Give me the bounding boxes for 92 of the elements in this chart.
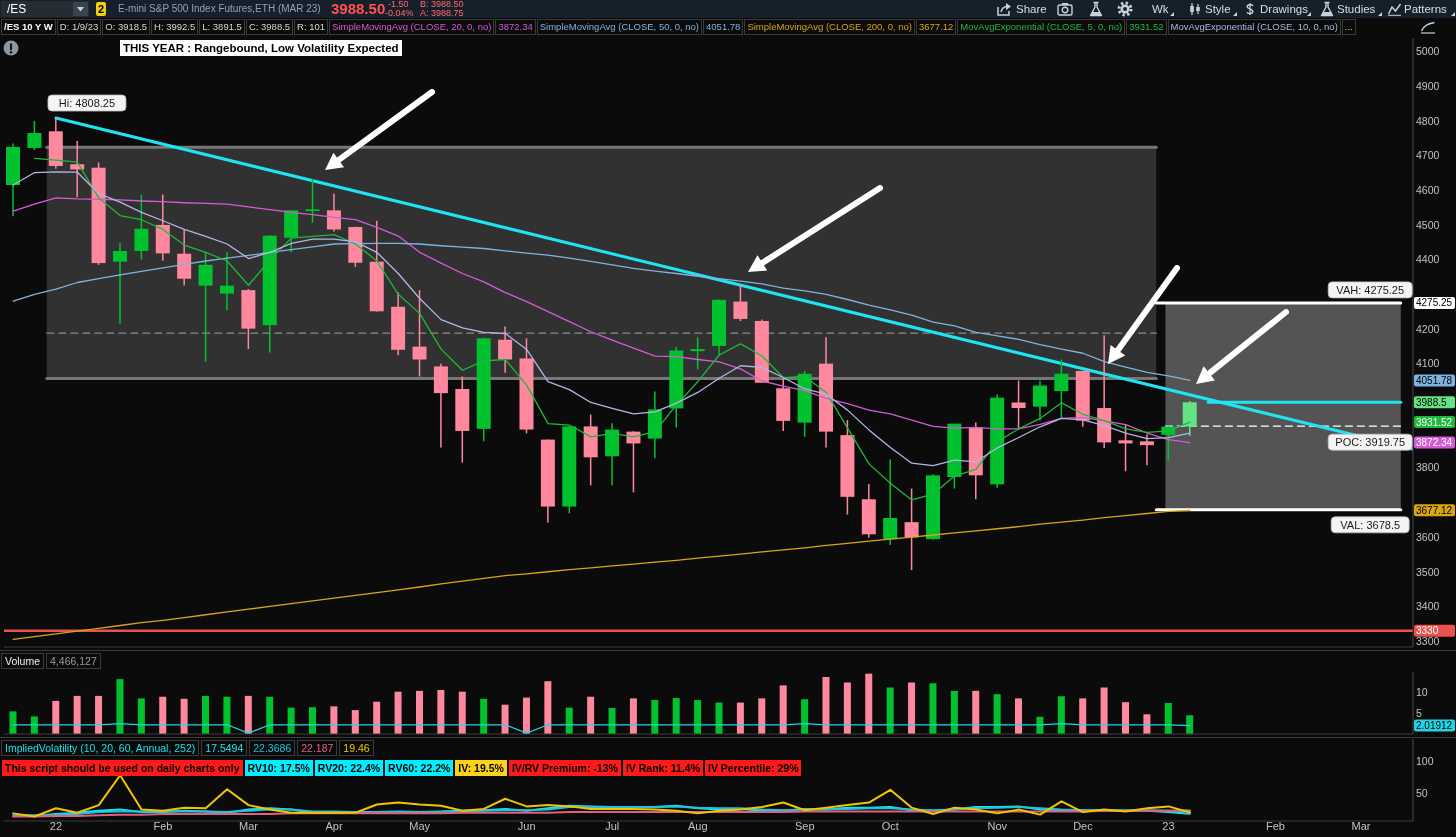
- y-tick-label: 4200: [1416, 322, 1440, 335]
- x-tick-label: Dec: [1073, 819, 1094, 832]
- y-tick-label: 3988.5: [1416, 396, 1448, 408]
- text: 3677.12: [915, 19, 957, 35]
- text: Patterns: [1404, 2, 1447, 16]
- text: /ES: [7, 2, 27, 16]
- text: Share: [1016, 2, 1047, 16]
- chart-title: E-mini S&P 500 Index Futures,ETH (MAR 23): [118, 2, 321, 16]
- annotation: RV10: 17.5%: [244, 760, 313, 776]
- x-tick-label: 23: [1162, 819, 1175, 832]
- annotation: RV60: 22.2%: [385, 760, 454, 776]
- text: B: 3988.50: [420, 0, 464, 9]
- x-tick-label: Aug: [688, 819, 708, 832]
- x-tick-label: 22: [49, 819, 63, 832]
- text: -1.50: [388, 0, 409, 9]
- y-tick-label: 3500: [1416, 565, 1440, 578]
- text: Studies: [1337, 2, 1376, 16]
- text: C: 3988.5: [245, 19, 294, 35]
- text: L: 3891.5: [199, 19, 245, 35]
- y-tick-label: 4500: [1416, 218, 1440, 231]
- x-tick-label: Oct: [881, 819, 899, 832]
- annotation: 19.46: [339, 740, 374, 756]
- y-tick-label: 3300: [1416, 634, 1440, 647]
- x-tick-label: May: [409, 819, 431, 832]
- chart-title: ImpliedVolatility (10, 20, 60, Annual, 252): [1, 740, 200, 756]
- text: O: 3918.5: [102, 19, 151, 35]
- annotation: IV/RV Premium: -13%: [508, 760, 621, 776]
- annotation: POC: 3919.75: [1335, 436, 1406, 449]
- y-tick-label: 3931.52: [1416, 416, 1453, 428]
- y-tick-label: 3330: [1416, 625, 1439, 637]
- y-tick-label: 50: [1416, 786, 1428, 799]
- x-tick-label: Nov: [987, 819, 1008, 832]
- chart-title: Volume: [1, 653, 45, 669]
- text: D: 1/9/23: [56, 19, 102, 35]
- text: SimpleMovingAvg (CLOSE, 200, 0, no): [744, 19, 915, 35]
- annotation: IV Rank: 11.4%: [622, 760, 704, 776]
- y-tick-label: 4600: [1416, 184, 1440, 197]
- x-tick-label: Mar: [239, 819, 259, 832]
- annotation: 22.3686: [249, 740, 296, 756]
- annotation: 22.187: [297, 740, 338, 756]
- annotation: RV20: 22.4%: [314, 760, 384, 776]
- y-tick-label: 4900: [1416, 80, 1440, 93]
- annotation: 17.5494: [201, 740, 248, 756]
- y-tick-label: 4400: [1416, 253, 1440, 266]
- y-tick-label: 3677.12: [1416, 504, 1453, 516]
- text: Drawings: [1260, 2, 1308, 16]
- y-tick-label: 3800: [1416, 461, 1440, 474]
- x-tick-label: Jul: [605, 819, 620, 832]
- text: SimpleMovingAvg (CLOSE, 50, 0, no): [536, 19, 703, 35]
- text: 3988.50: [331, 0, 386, 18]
- annotation: IV Percentile: 29%: [705, 760, 802, 776]
- text: H: 3992.5: [151, 19, 199, 35]
- text: R: 101: [294, 19, 329, 35]
- text: 3872.34: [495, 19, 536, 35]
- text: Style: [1205, 2, 1231, 16]
- text: MovAvgExponential (CLOSE, 5, 0, no): [957, 19, 1126, 35]
- text: Wk: [1152, 2, 1169, 16]
- y-tick-label: 5000: [1416, 45, 1440, 58]
- y-tick-label: 2.01912: [1416, 720, 1453, 732]
- y-tick-label: 4051.78: [1416, 374, 1453, 386]
- text: 2: [96, 2, 107, 16]
- text: -0.04%: [385, 8, 414, 18]
- annotation: VAH: 4275.25: [1336, 283, 1405, 296]
- text: A: 3988.75: [420, 8, 464, 18]
- y-tick-label: 10: [1416, 685, 1428, 698]
- annotation: This script should be used on daily charts only: [2, 760, 243, 776]
- y-tick-label: 4800: [1416, 114, 1440, 127]
- x-tick-label: Feb: [153, 819, 173, 832]
- x-tick-label: Jun: [517, 819, 536, 832]
- y-tick-label: 3872.34: [1416, 437, 1453, 449]
- text: MovAvgExponential (CLOSE, 10, 0, no): [1167, 19, 1341, 35]
- text: SimpleMovingAvg (CLOSE, 20, 0, no): [329, 19, 495, 35]
- y-tick-label: 3400: [1416, 600, 1440, 613]
- text: /ES 10 Y W: [1, 19, 56, 35]
- annotation: VAL: 3678.5: [1340, 518, 1401, 531]
- annotation: IV: 19.5%: [455, 760, 507, 776]
- text: ...: [1341, 19, 1356, 35]
- annotation: THIS YEAR : Rangebound, Low Volatility Expected: [120, 40, 402, 56]
- y-tick-label: 5: [1416, 706, 1422, 719]
- y-tick-label: 100: [1416, 755, 1434, 768]
- y-tick-label: 4700: [1416, 149, 1440, 162]
- x-tick-label: Apr: [325, 819, 343, 832]
- y-tick-label: 4100: [1416, 357, 1440, 370]
- y-tick-label: 3600: [1416, 530, 1440, 543]
- text: 4051.78: [703, 19, 744, 35]
- x-tick-label: Mar: [1351, 819, 1371, 832]
- x-tick-label: Sep: [794, 819, 815, 832]
- annotation: Hi: 4808.25: [58, 97, 116, 110]
- text: 4,466,127: [46, 653, 101, 669]
- text: 3931.52: [1126, 19, 1167, 35]
- y-tick-label: 4275.25: [1416, 297, 1453, 309]
- x-tick-label: Feb: [1265, 819, 1285, 832]
